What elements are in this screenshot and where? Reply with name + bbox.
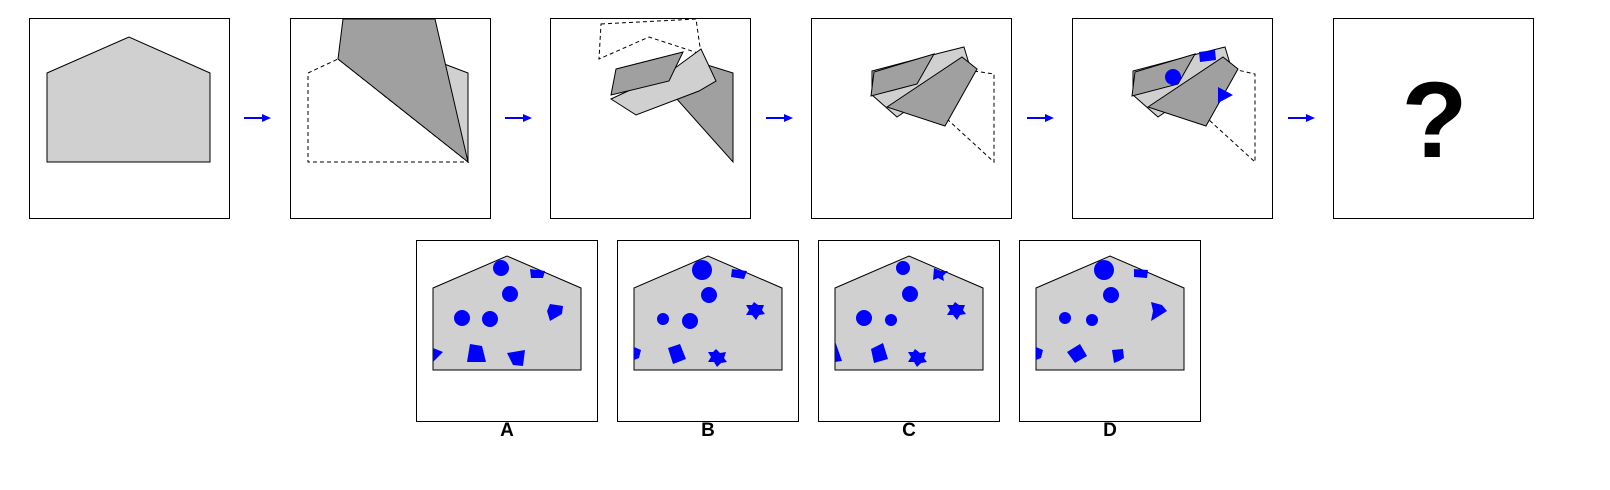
option-c[interactable] bbox=[818, 240, 1000, 422]
question-mark: ? bbox=[1401, 58, 1468, 180]
punched-diagram bbox=[1131, 46, 1256, 164]
arrow-2-icon bbox=[505, 114, 532, 122]
step-4-panel bbox=[811, 18, 1012, 219]
hole-triangle bbox=[1218, 87, 1233, 103]
fold-3-diagram bbox=[870, 46, 995, 164]
hole-square bbox=[1199, 50, 1216, 62]
option-b-label: B bbox=[701, 420, 715, 441]
option-b[interactable] bbox=[617, 240, 799, 422]
option-a-diagram bbox=[432, 255, 582, 371]
arrow-4-icon bbox=[1027, 114, 1054, 122]
step-6-panel: ? bbox=[1333, 18, 1534, 219]
step-2-panel bbox=[290, 18, 491, 219]
arrow-1-icon bbox=[244, 114, 271, 122]
fold-2-diagram bbox=[598, 19, 734, 164]
hole-circle bbox=[1165, 69, 1181, 85]
option-c-diagram bbox=[834, 255, 984, 371]
option-a-label: A bbox=[500, 420, 514, 441]
step-5-panel bbox=[1072, 18, 1273, 219]
option-d-label: D bbox=[1103, 420, 1117, 441]
pentagon-paper bbox=[46, 36, 211, 163]
step-1-panel bbox=[29, 18, 230, 219]
option-c-label: C bbox=[902, 420, 916, 441]
option-a[interactable] bbox=[416, 240, 598, 422]
option-d[interactable] bbox=[1019, 240, 1201, 422]
step-3-panel bbox=[550, 18, 751, 219]
arrow-5-icon bbox=[1288, 114, 1315, 122]
arrow-3-icon bbox=[766, 114, 793, 122]
option-d-diagram bbox=[1035, 255, 1185, 371]
fold-1-diagram bbox=[307, 19, 470, 164]
option-b-diagram bbox=[633, 255, 783, 371]
